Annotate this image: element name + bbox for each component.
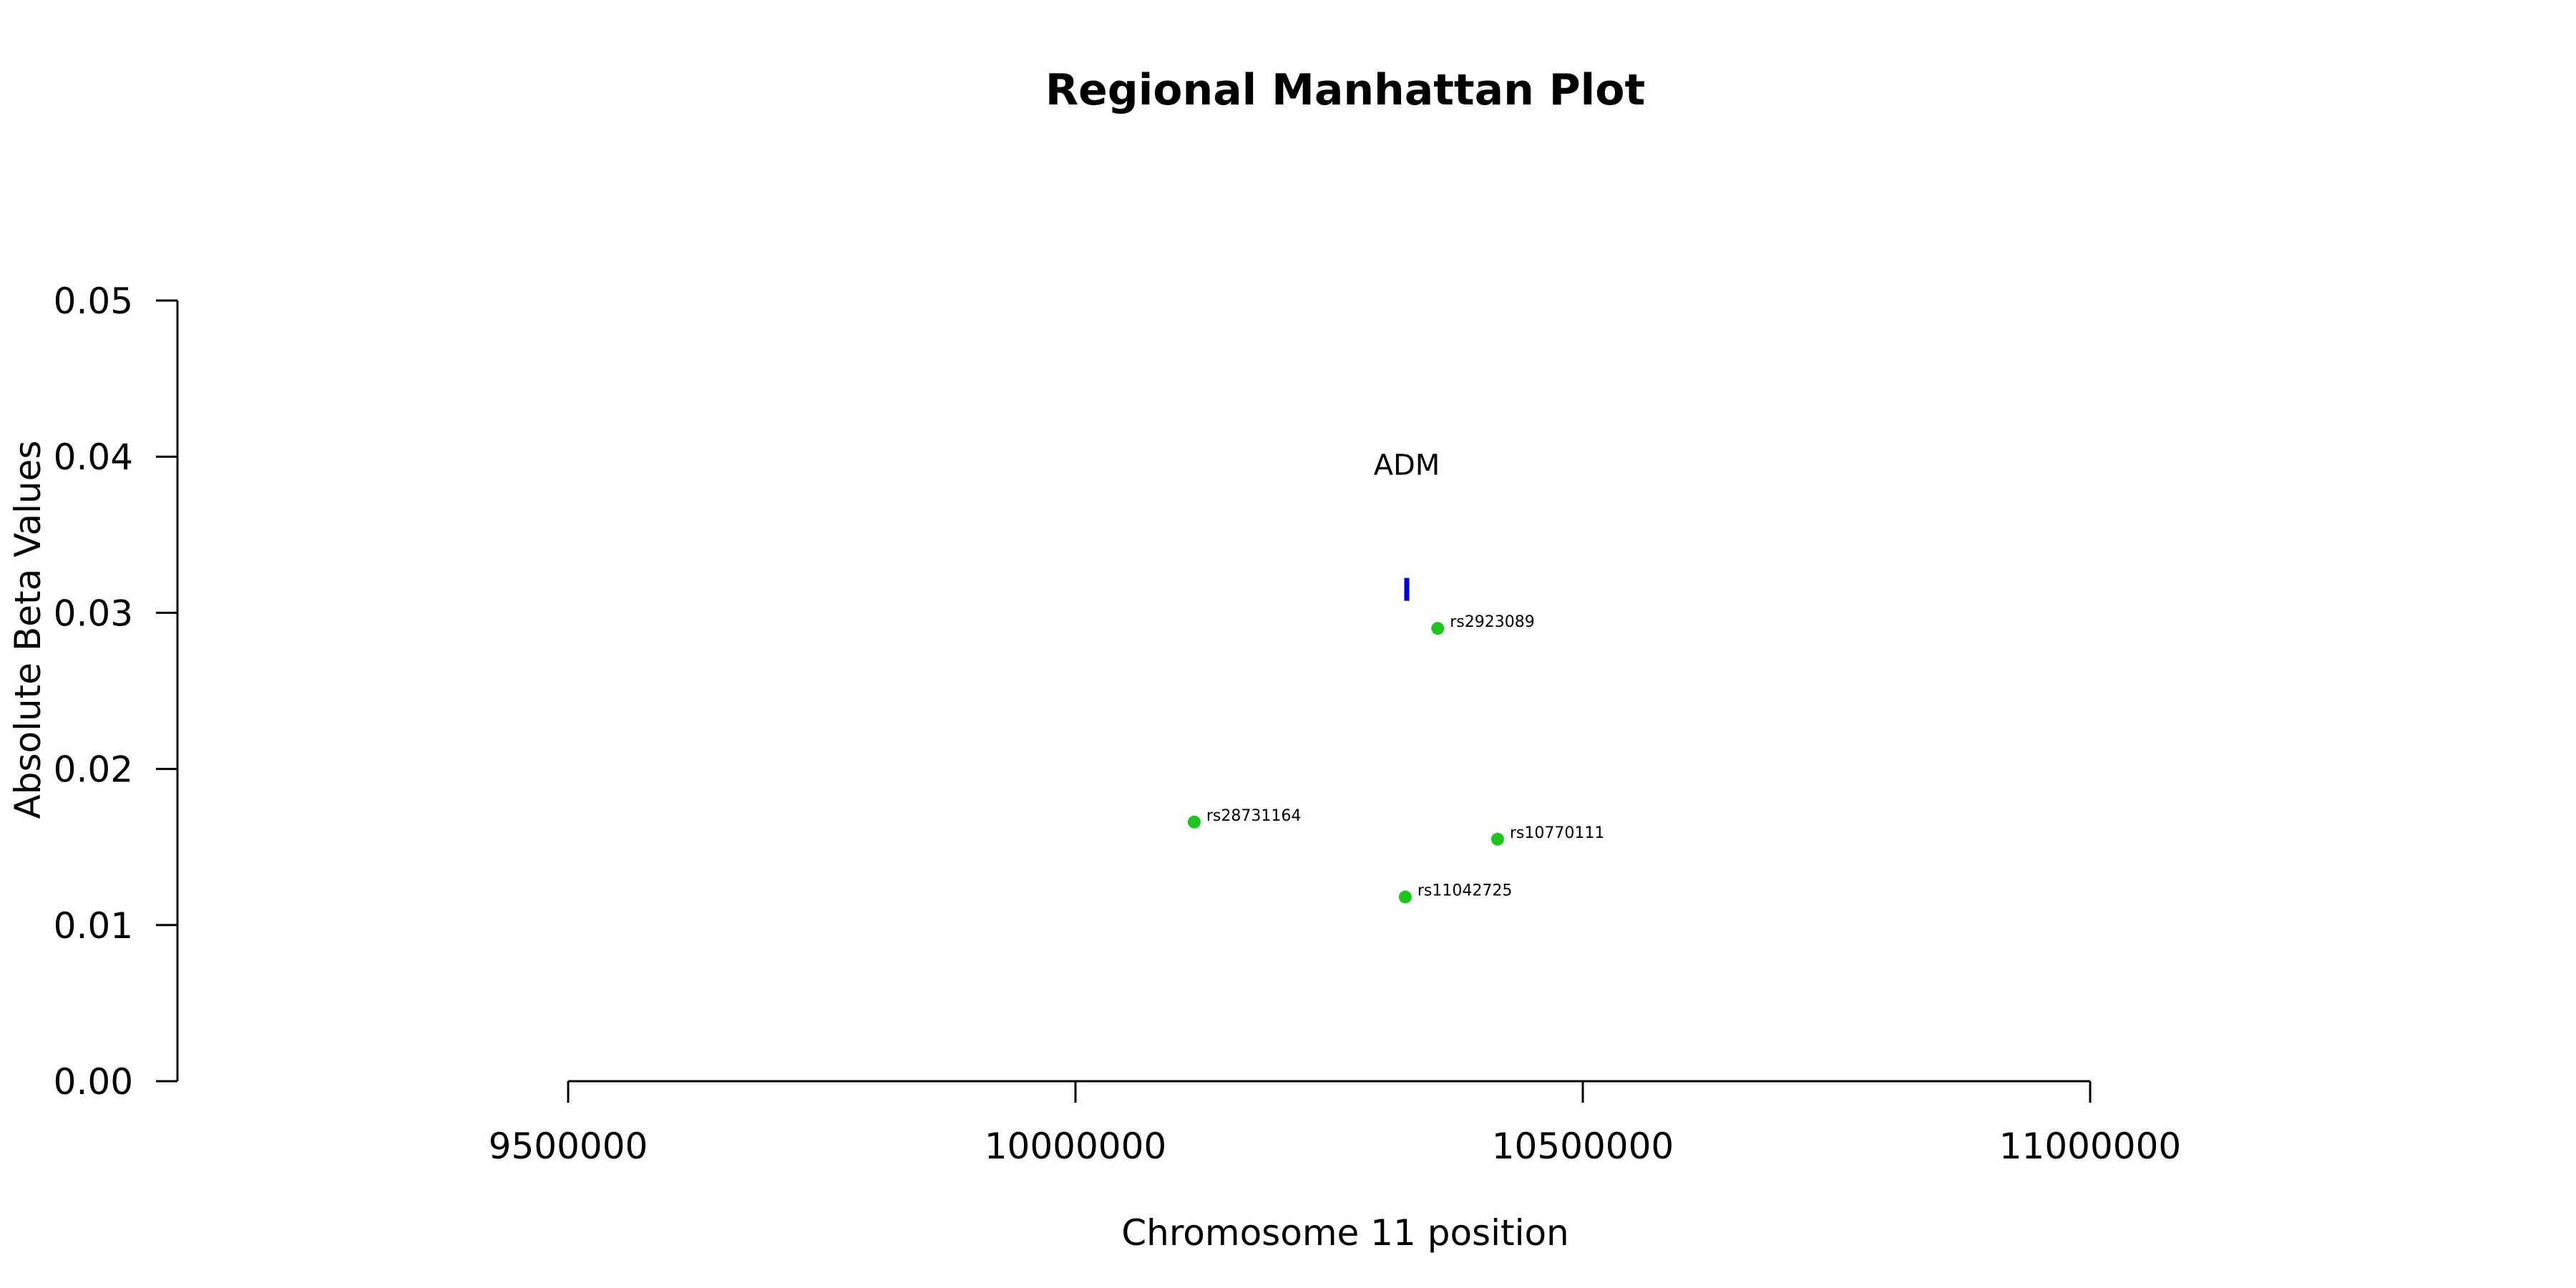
x-tick-label: 11000000 <box>1999 1126 2182 1167</box>
x-tick-label: 10000000 <box>985 1126 1167 1167</box>
snp-point <box>1398 890 1412 904</box>
data-points: rs28731164 rs2923089 rs10770111 rs11042725 <box>1187 613 1604 904</box>
snp-label: rs10770111 <box>1510 824 1604 842</box>
snp-label: rs11042725 <box>1418 882 1512 900</box>
y-tick-label: 0.04 <box>54 436 133 478</box>
gene-annotations: ADM <box>1374 449 1440 601</box>
snp-label: rs2923089 <box>1450 613 1535 631</box>
y-axis: 0.00 0.01 0.02 0.03 0.04 0.05 <box>54 280 179 1103</box>
y-tick-label: 0.02 <box>54 749 133 791</box>
x-axis-label: Chromosome 11 position <box>1121 1212 1569 1254</box>
x-tick-label: 10500000 <box>1492 1126 1674 1167</box>
x-tick-label: 9500000 <box>489 1126 648 1167</box>
snp-point <box>1431 622 1445 635</box>
snp-label: rs28731164 <box>1206 807 1301 825</box>
y-axis-label: Absolute Beta Values <box>7 441 49 819</box>
chart-title: Regional Manhattan Plot <box>1045 65 1645 115</box>
y-tick-label: 0.03 <box>54 592 133 634</box>
x-axis: 9500000 10000000 10500000 11000000 <box>489 1080 2182 1167</box>
snp-point <box>1187 815 1201 829</box>
y-tick-label: 0.05 <box>54 280 133 322</box>
y-tick-label: 0.00 <box>54 1061 133 1103</box>
snp-point <box>1491 832 1504 846</box>
gene-label: ADM <box>1374 449 1440 482</box>
y-tick-label: 0.01 <box>54 905 133 947</box>
